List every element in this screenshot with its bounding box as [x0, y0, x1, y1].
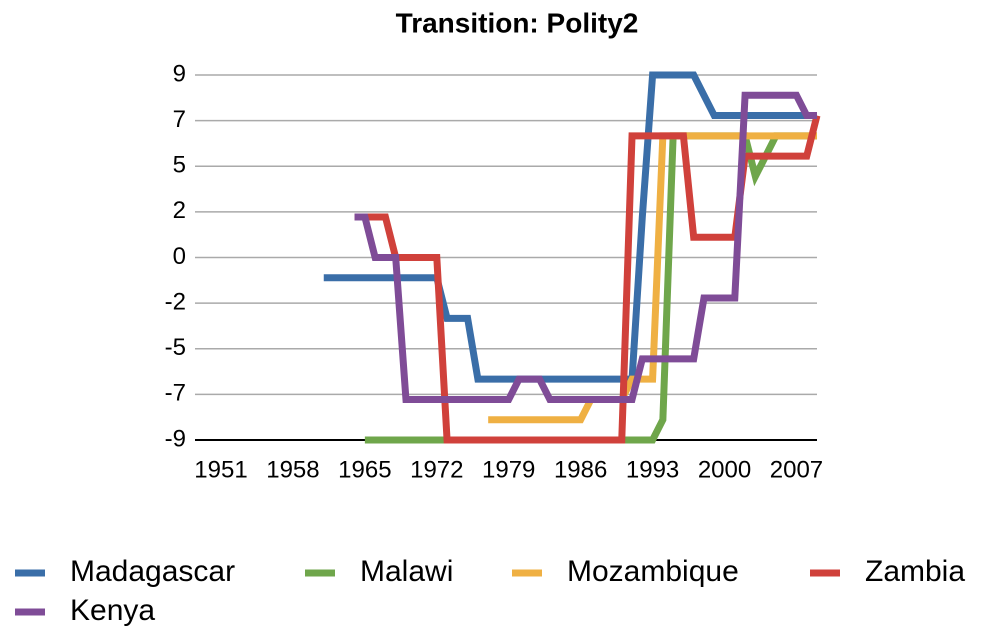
y-tick-label: -5: [165, 334, 186, 361]
legend-label: Madagascar: [70, 555, 235, 588]
x-tick-label: 2007: [770, 456, 823, 483]
y-tick-label: 0: [173, 243, 186, 270]
x-tick-label: 1986: [554, 456, 607, 483]
x-tick-label: 1951: [194, 456, 247, 483]
x-tick-label: 1993: [626, 456, 679, 483]
x-tick-label: 1965: [338, 456, 391, 483]
y-tick-label: 2: [173, 197, 186, 224]
y-tick-label: -2: [165, 288, 186, 315]
y-tick-label: -9: [165, 425, 186, 452]
legend-label: Malawi: [360, 555, 453, 588]
y-tick-label: 7: [173, 106, 186, 133]
legend-label: Zambia: [865, 555, 965, 588]
y-tick-label: 5: [173, 152, 186, 179]
x-tick-label: 1979: [482, 456, 535, 483]
y-tick-label: -7: [165, 380, 186, 407]
chart-title: Transition: Polity2: [396, 7, 639, 38]
x-tick-label: 2000: [698, 456, 751, 483]
x-tick-label: 1958: [266, 456, 319, 483]
line-series: [323, 71, 817, 383]
legend-label: Mozambique: [567, 555, 739, 588]
line-series: [488, 132, 817, 424]
x-tick-label: 1972: [410, 456, 463, 483]
line-series: [354, 91, 817, 403]
y-tick-label: 9: [173, 60, 186, 87]
legend-label: Kenya: [70, 594, 155, 627]
